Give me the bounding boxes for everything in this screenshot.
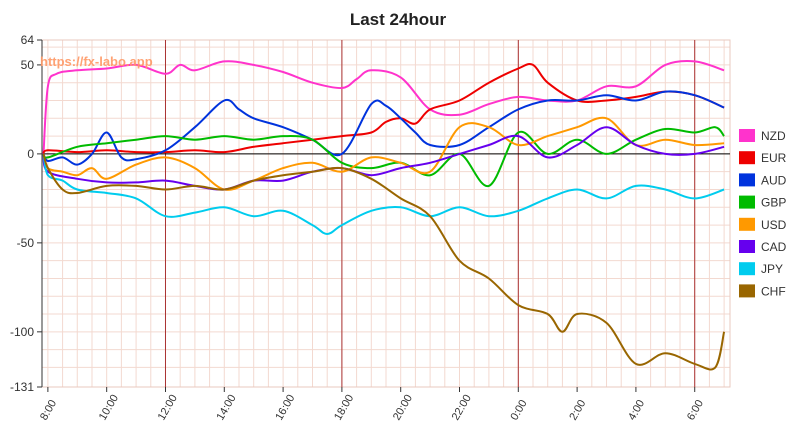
x-tick-label: 22:00 bbox=[450, 393, 474, 423]
legend-swatch-nzd bbox=[739, 129, 755, 142]
legend: NZD EUR AUD GBP USD CAD JPY CHF bbox=[739, 129, 787, 298]
legend-swatch-aud bbox=[739, 173, 755, 187]
axes-layer: 64 50 0 -50 -100 -131 8:00 10:00 12:00 14:00 16:00… bbox=[10, 33, 706, 423]
y-tick-label: -131 bbox=[10, 380, 34, 394]
x-tick-label: 2:00 bbox=[567, 398, 588, 423]
series-layer bbox=[42, 59, 726, 371]
legend-swatch-jpy bbox=[739, 262, 755, 276]
x-tick-label: 0:00 bbox=[509, 398, 530, 423]
x-tick-label: 20:00 bbox=[391, 393, 415, 423]
legend-label-jpy: JPY bbox=[761, 262, 783, 276]
x-tick-label: 10:00 bbox=[97, 393, 121, 423]
x-tick-label: 18:00 bbox=[332, 393, 356, 423]
legend-swatch-chf bbox=[739, 284, 755, 298]
series-line-nzd bbox=[42, 59, 725, 154]
legend-swatch-cad bbox=[739, 240, 755, 253]
legend-label-cad: CAD bbox=[761, 240, 787, 254]
y-tick-label: -50 bbox=[17, 236, 35, 250]
legend-swatch-eur bbox=[739, 151, 755, 165]
series-line-usd bbox=[42, 116, 725, 191]
x-tick-label: 12:00 bbox=[156, 393, 180, 423]
legend-label-usd: USD bbox=[761, 218, 787, 232]
legend-label-gbp: GBP bbox=[761, 196, 786, 210]
series-line-jpy bbox=[42, 153, 725, 235]
series-line-eur bbox=[42, 63, 725, 155]
legend-label-aud: AUD bbox=[761, 173, 787, 187]
y-tick-label: 50 bbox=[21, 58, 35, 72]
legend-label-eur: EUR bbox=[761, 151, 787, 165]
series-line-chf bbox=[42, 153, 726, 371]
x-tick-label: 16:00 bbox=[273, 393, 297, 423]
legend-label-nzd: NZD bbox=[761, 129, 786, 143]
y-tick-label: 0 bbox=[27, 147, 34, 161]
watermark: https://fx-labo.app bbox=[40, 54, 153, 69]
x-tick-label: 14:00 bbox=[214, 393, 238, 423]
legend-label-chf: CHF bbox=[761, 284, 786, 298]
series-line-cad bbox=[42, 126, 725, 191]
series-line-aud bbox=[42, 90, 725, 166]
legend-swatch-usd bbox=[739, 217, 755, 231]
x-tick-label: 6:00 bbox=[685, 398, 706, 423]
series-line-gbp bbox=[42, 126, 725, 187]
y-tick-label: 64 bbox=[21, 33, 35, 47]
x-tick-label: 4:00 bbox=[626, 398, 647, 423]
chart-title: Last 24hour bbox=[350, 10, 447, 29]
legend-swatch-gbp bbox=[739, 195, 755, 209]
grid-layer bbox=[41, 39, 731, 388]
y-tick-label: -100 bbox=[10, 325, 34, 339]
x-tick-label: 8:00 bbox=[38, 398, 59, 423]
